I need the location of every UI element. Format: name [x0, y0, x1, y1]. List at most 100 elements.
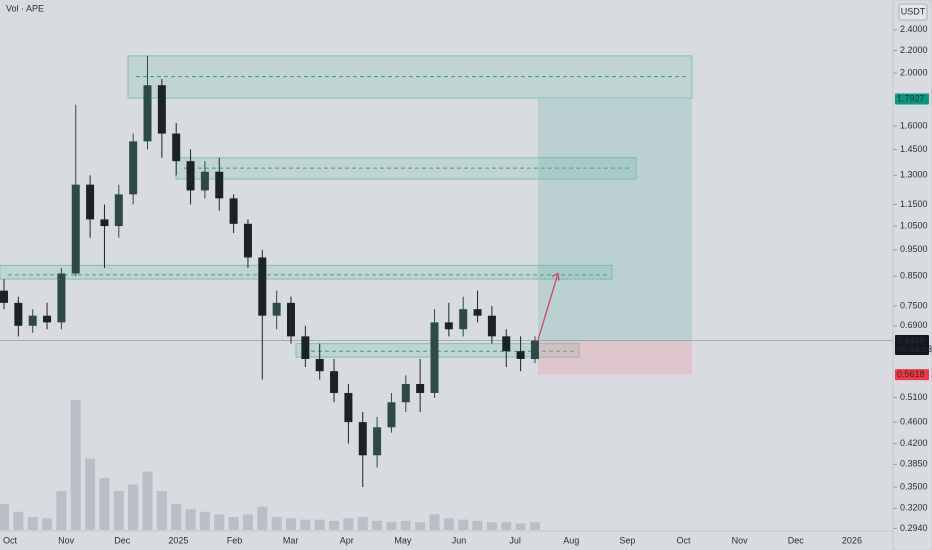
x-tick-label: Jul	[509, 535, 521, 545]
y-tick-label: 0.9500	[900, 244, 928, 254]
candle-body	[129, 141, 138, 195]
candle-body	[358, 422, 367, 456]
y-tick-label: 1.3000	[900, 170, 928, 180]
y-tick-label: 2.4000	[900, 24, 928, 34]
volume-bar	[128, 484, 139, 530]
candle-body	[272, 302, 281, 316]
volume-bar	[257, 506, 268, 530]
x-tick-label: Apr	[340, 535, 354, 545]
volume-bar	[56, 491, 67, 530]
volume-bar	[515, 523, 526, 530]
volume-bar	[42, 518, 53, 530]
volume-bar	[113, 491, 124, 530]
y-tick-label: 0.8500	[900, 271, 928, 281]
x-tick-label: 2026	[842, 535, 862, 545]
x-tick-label: Oct	[3, 535, 18, 545]
y-tick-label: 0.3200	[900, 503, 928, 513]
volume-bar	[199, 511, 210, 530]
candle-body	[373, 427, 382, 456]
volume-bar	[70, 400, 81, 530]
candle-body	[100, 219, 109, 227]
candle-body	[14, 302, 23, 326]
volume-bar	[85, 458, 96, 530]
x-tick-label: 2025	[168, 535, 188, 545]
volume-bar	[99, 478, 110, 530]
arrow	[537, 273, 559, 341]
y-tick-label: 1.4500	[900, 144, 928, 154]
candle-body	[258, 257, 267, 316]
candle-body	[344, 392, 353, 423]
candle-body	[430, 322, 439, 393]
x-tick-label: Feb	[227, 535, 243, 545]
currency-button[interactable]	[898, 3, 928, 21]
volume-bar	[415, 522, 426, 530]
x-tick-label: Nov	[58, 535, 75, 545]
candle-body	[387, 402, 396, 428]
y-tick-label: 0.2940	[900, 523, 928, 533]
volume-bar	[472, 520, 483, 530]
candle-body	[43, 315, 52, 323]
volume-bar	[386, 522, 397, 530]
price-axis	[892, 0, 932, 550]
volume-bar	[242, 514, 253, 530]
price-label: 0.6469	[897, 335, 925, 345]
x-tick-label: Aug	[563, 535, 579, 545]
y-tick-label: 0.5100	[900, 392, 928, 402]
volume-bar	[300, 519, 311, 530]
candle-body	[114, 194, 123, 227]
volume-bar	[13, 511, 24, 530]
candle-body	[57, 273, 66, 323]
volume-bar	[486, 522, 497, 530]
y-tick-label: 0.6900	[900, 320, 928, 330]
candle-body	[401, 384, 410, 403]
candle-body	[502, 336, 511, 352]
x-tick-label: Dec	[788, 535, 805, 545]
y-tick-label: 0.3850	[900, 459, 928, 469]
candle-body	[71, 184, 80, 274]
volume-bar	[458, 519, 469, 530]
y-tick-label: 2.0000	[900, 67, 928, 77]
volume-bar	[0, 504, 9, 530]
candle-body	[200, 171, 209, 191]
volume-bar	[400, 520, 411, 530]
candle-body	[172, 133, 181, 162]
candle-body	[229, 198, 238, 224]
volume-bar	[27, 517, 38, 530]
volume-bar	[156, 491, 167, 530]
y-tick-label: 2.2000	[900, 45, 928, 55]
candle-body	[516, 351, 525, 359]
arrow-head	[551, 272, 560, 281]
volume-bar	[329, 520, 340, 530]
volume-bar	[501, 522, 512, 530]
volume-bar	[429, 514, 440, 530]
volume-bar	[343, 518, 354, 530]
y-tick-label: 0.3500	[900, 481, 928, 491]
candle-body	[186, 161, 195, 191]
x-tick-label: May	[394, 535, 412, 545]
target-area	[538, 99, 692, 341]
volume-bar	[142, 471, 153, 530]
volume-bar	[529, 522, 540, 530]
candle-body	[530, 340, 539, 359]
x-tick-label: Mar	[283, 535, 299, 545]
price-label-bg	[895, 369, 929, 381]
candle-body	[28, 315, 37, 326]
y-tick-label: 1.1500	[900, 199, 928, 209]
x-tick-label: Jun	[452, 535, 467, 545]
y-tick-label: 0.4600	[900, 416, 928, 426]
candle-body	[287, 302, 295, 337]
volume-bar	[372, 520, 383, 530]
y-tick-label: 0.4200	[900, 438, 928, 448]
candle-body	[243, 223, 252, 258]
x-tick-label: Nov	[732, 535, 749, 545]
countdown: 09:43:53	[897, 344, 932, 354]
currency[interactable]: USDT	[901, 6, 926, 16]
candle-body	[330, 371, 339, 393]
price-label-bg	[895, 335, 929, 347]
volume-bar	[185, 509, 196, 530]
candle-body	[444, 322, 453, 330]
candle-body	[459, 309, 468, 330]
candle-body	[157, 85, 166, 134]
y-tick-label: 1.0500	[900, 220, 928, 230]
